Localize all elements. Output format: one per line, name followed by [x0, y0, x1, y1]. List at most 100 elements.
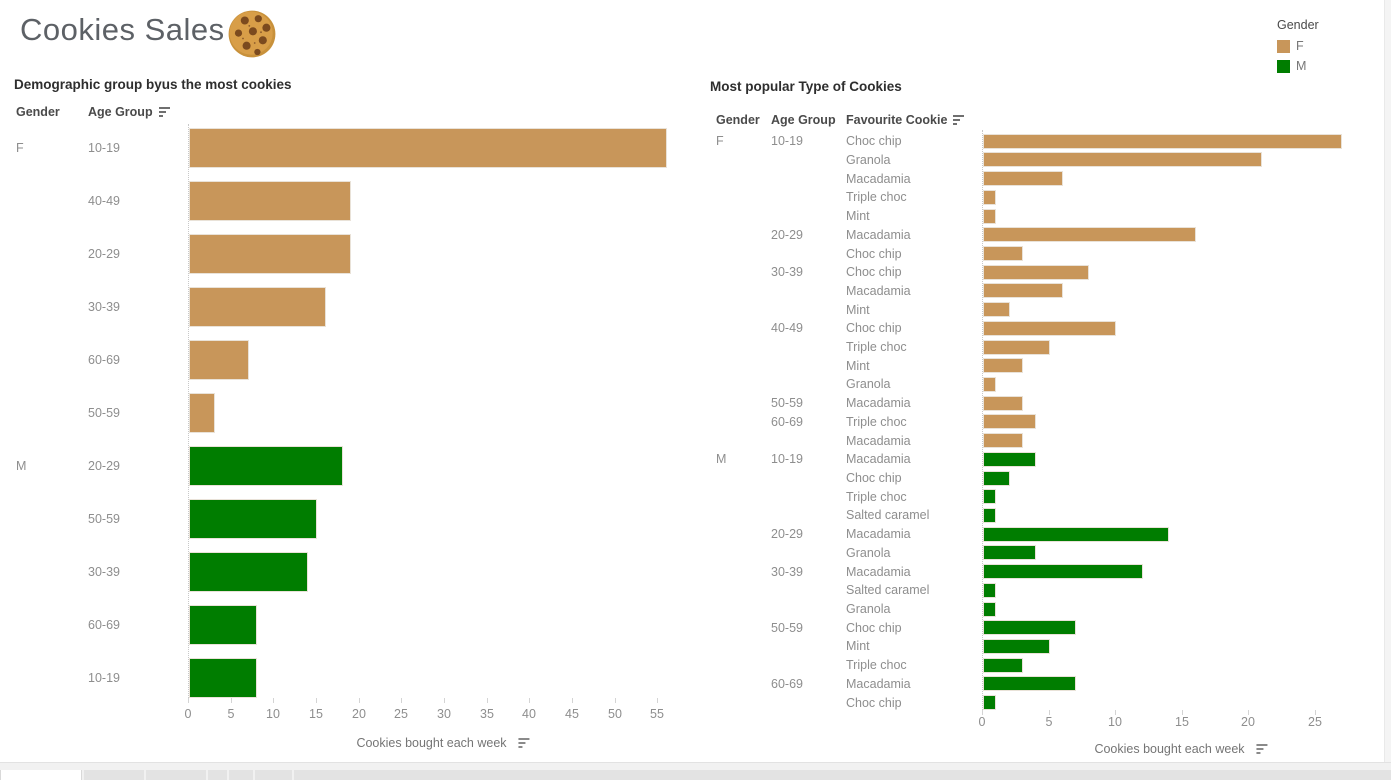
- cookie-type-label: Mint: [846, 209, 870, 224]
- cookie-type-label: Granola: [846, 545, 891, 560]
- sort-descending-icon[interactable]: [158, 107, 170, 117]
- bar[interactable]: [189, 499, 317, 539]
- age-group-label: 60-69: [771, 676, 803, 691]
- sheet-tab[interactable]: [0, 770, 82, 780]
- age-group-label: 40-49: [771, 321, 803, 336]
- age-group-label: 50-59: [88, 406, 120, 420]
- legend-item[interactable]: F: [1277, 39, 1319, 53]
- age-group-label: 20-29: [771, 227, 803, 242]
- bar[interactable]: [983, 620, 1076, 636]
- right-gutter: [1384, 0, 1391, 762]
- sort-descending-icon[interactable]: [518, 738, 530, 748]
- bar[interactable]: [983, 695, 996, 711]
- age-group-label: 60-69: [88, 618, 120, 632]
- bar[interactable]: [189, 287, 326, 327]
- age-group-label: 10-19: [88, 141, 120, 155]
- age-group-label: 40-49: [88, 194, 120, 208]
- column-header-label: Gender: [716, 113, 760, 127]
- bar[interactable]: [983, 339, 1050, 355]
- bar[interactable]: [983, 152, 1262, 168]
- sort-descending-icon[interactable]: [1256, 744, 1268, 754]
- bar[interactable]: [189, 393, 215, 433]
- x-axis-tick: [1115, 710, 1116, 715]
- legend-item[interactable]: M: [1277, 59, 1319, 73]
- age-group-label: 60-69: [88, 353, 120, 367]
- bar[interactable]: [983, 582, 996, 598]
- bar[interactable]: [983, 227, 1196, 243]
- gender-label: F: [716, 134, 724, 149]
- x-axis-tick-label: 35: [480, 707, 494, 721]
- cookie-type-label: Macadamia: [846, 564, 911, 579]
- cookie-type-label: Mint: [846, 639, 870, 654]
- bar[interactable]: [189, 446, 343, 486]
- bar[interactable]: [983, 376, 996, 392]
- sort-descending-icon[interactable]: [953, 115, 965, 125]
- cookie-type-label: Macadamia: [846, 527, 911, 542]
- bar[interactable]: [983, 676, 1076, 692]
- x-axis-tick: [572, 698, 573, 703]
- bar[interactable]: [189, 605, 257, 645]
- cookie-type-label: Choc chip: [846, 471, 902, 486]
- cookie-type-label: Mint: [846, 302, 870, 317]
- cookie-type-label: Salted caramel: [846, 583, 930, 598]
- bar[interactable]: [189, 128, 667, 168]
- age-group-label: 50-59: [88, 512, 120, 526]
- age-group-label: 10-19: [771, 452, 803, 467]
- bar[interactable]: [983, 189, 996, 205]
- bar[interactable]: [189, 234, 351, 274]
- bar[interactable]: [983, 433, 1023, 449]
- bar[interactable]: [189, 552, 308, 592]
- x-axis-tick: [487, 698, 488, 703]
- sheet-tab[interactable]: [255, 770, 292, 780]
- column-header-label: Favourite Cookie: [846, 113, 948, 127]
- column-header-gender: Gender: [16, 105, 60, 119]
- cookie-type-label: Choc chip: [846, 134, 902, 149]
- bar[interactable]: [983, 302, 1010, 318]
- legend-swatch: [1277, 59, 1290, 73]
- sheet-tab[interactable]: [208, 770, 227, 780]
- x-axis-tick-label: 45: [565, 707, 579, 721]
- bar[interactable]: [983, 283, 1063, 299]
- column-header-age-group: Age Group: [88, 105, 170, 119]
- bar[interactable]: [983, 526, 1169, 542]
- bar[interactable]: [983, 564, 1143, 580]
- x-axis-tick-label: 30: [437, 707, 451, 721]
- bar[interactable]: [983, 451, 1036, 467]
- sheet-tab[interactable]: [229, 770, 253, 780]
- column-header-label: Age Group: [771, 113, 836, 127]
- x-axis-tick-label: 50: [608, 707, 622, 721]
- sheet-tab[interactable]: [294, 770, 1391, 780]
- bar[interactable]: [983, 171, 1063, 187]
- bar[interactable]: [983, 470, 1010, 486]
- x-axis-tick-label: 25: [1308, 715, 1322, 729]
- sheet-tab[interactable]: [146, 770, 206, 780]
- x-axis-title: Cookies bought each week: [356, 736, 530, 750]
- bar[interactable]: [983, 208, 996, 224]
- bar[interactable]: [983, 489, 996, 505]
- bar[interactable]: [983, 246, 1023, 261]
- age-group-label: 20-29: [771, 527, 803, 542]
- column-header-gender: Gender: [716, 113, 760, 127]
- bar[interactable]: [983, 638, 1050, 654]
- bar[interactable]: [983, 133, 1342, 149]
- cookie-type-label: Macadamia: [846, 452, 911, 467]
- x-axis-tick-label: 5: [227, 707, 235, 721]
- x-axis-tick: [1315, 710, 1316, 715]
- x-axis-title-label: Cookies bought each week: [1094, 742, 1245, 756]
- bar[interactable]: [189, 181, 351, 221]
- bar[interactable]: [983, 507, 996, 523]
- zero-axis-line: [982, 130, 983, 710]
- bar[interactable]: [189, 340, 249, 380]
- sheet-tab[interactable]: [84, 770, 144, 780]
- bar[interactable]: [983, 601, 996, 617]
- bar[interactable]: [983, 358, 1023, 374]
- bar[interactable]: [983, 395, 1023, 411]
- x-axis-tick: [316, 698, 317, 703]
- bar[interactable]: [983, 657, 1023, 673]
- bar[interactable]: [983, 264, 1089, 280]
- bar[interactable]: [983, 320, 1116, 336]
- bar[interactable]: [983, 545, 1036, 561]
- bar[interactable]: [189, 658, 257, 698]
- bar[interactable]: [983, 414, 1036, 430]
